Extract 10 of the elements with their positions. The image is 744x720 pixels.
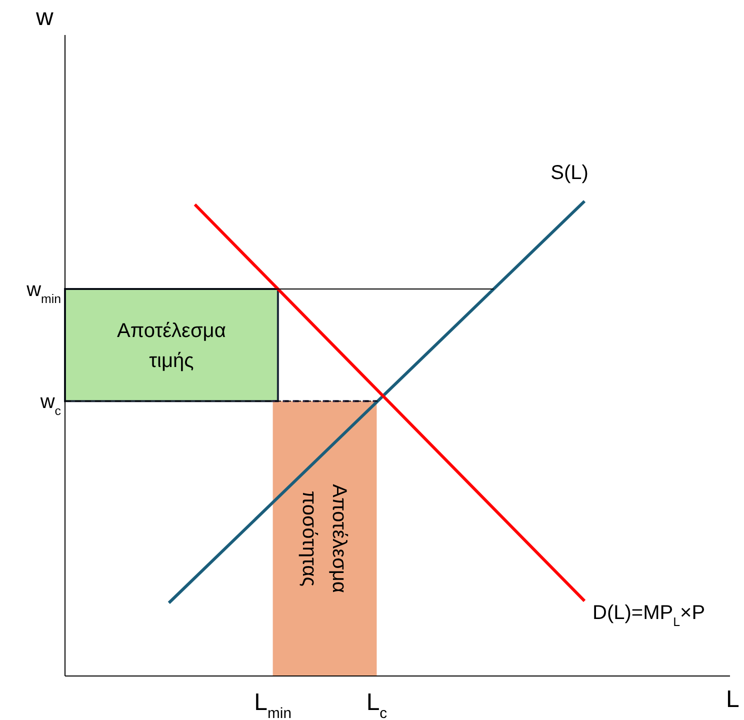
- x-tick-label: L$_{c}$: [366, 689, 388, 720]
- ref-line-label: w$_{min}$: [26, 279, 62, 306]
- ref-line-label: w$_{c}$: [39, 391, 61, 418]
- x-axis-title: L: [726, 686, 740, 714]
- band-label: Αποτέλεσμα τιμής: [117, 320, 226, 372]
- series-label: D(L)=MP$_{L}$×P: [592, 602, 706, 629]
- series-label: Αποτέλεσμα ποσότητας: [298, 484, 350, 593]
- x-tick-label: L$_{min}$: [254, 689, 292, 720]
- text: w: [36, 4, 54, 32]
- series-label: S(L): [550, 162, 588, 184]
